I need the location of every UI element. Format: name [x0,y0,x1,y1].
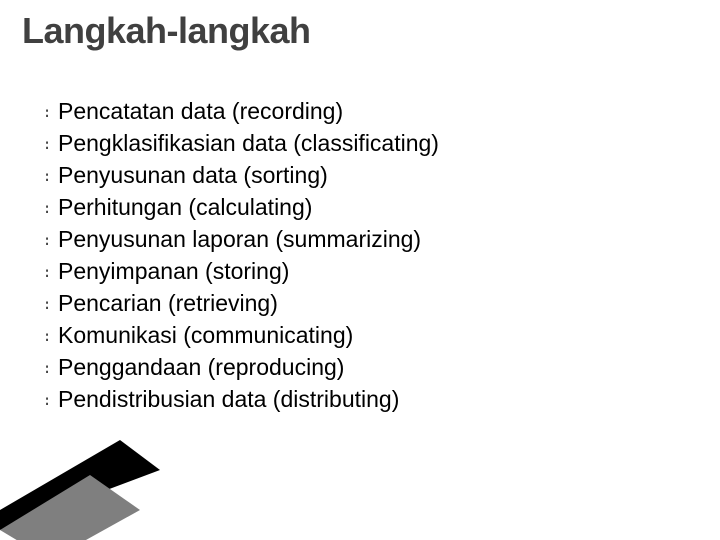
list-item: ։ Pencatatan data (recording) [44,96,439,126]
steps-list: ։ Pencatatan data (recording) ։ Pengklas… [44,96,439,416]
bullet-icon: ։ [44,160,58,190]
bullet-icon: ։ [44,128,58,158]
list-item: ։ Komunikasi (communicating) [44,320,439,350]
list-item: ։ Penyusunan laporan (summarizing) [44,224,439,254]
bullet-icon: ։ [44,320,58,350]
list-item: ։ Penyusunan data (sorting) [44,160,439,190]
bullet-icon: ։ [44,96,58,126]
bullet-icon: ։ [44,256,58,286]
list-item-label: Penggandaan (reproducing) [58,352,344,382]
list-item: ։ Penyimpanan (storing) [44,256,439,286]
list-item-label: Penyimpanan (storing) [58,256,289,286]
bullet-icon: ։ [44,352,58,382]
list-item-label: Pencatatan data (recording) [58,96,343,126]
bullet-icon: ։ [44,192,58,222]
list-item: ։ Pencarian (retrieving) [44,288,439,318]
bullet-icon: ։ [44,288,58,318]
list-item-label: Pengklasifikasian data (classificating) [58,128,439,158]
bullet-icon: ։ [44,224,58,254]
list-item: ։ Perhitungan (calculating) [44,192,439,222]
page-title: Langkah-langkah [22,10,311,52]
list-item-label: Pencarian (retrieving) [58,288,278,318]
list-item: ։ Pengklasifikasian data (classificating… [44,128,439,158]
corner-decor-icon [0,400,190,530]
list-item-label: Komunikasi (communicating) [58,320,353,350]
list-item-label: Perhitungan (calculating) [58,192,312,222]
list-item-label: Penyusunan laporan (summarizing) [58,224,421,254]
list-item-label: Penyusunan data (sorting) [58,160,328,190]
list-item: ։ Penggandaan (reproducing) [44,352,439,382]
